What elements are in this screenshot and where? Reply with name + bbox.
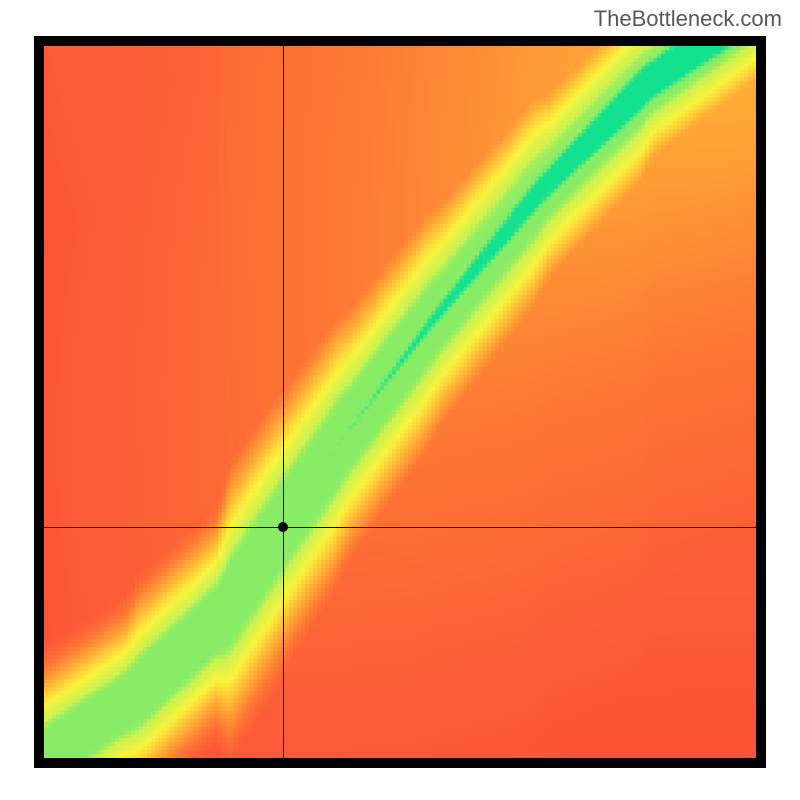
heatmap-canvas bbox=[44, 46, 756, 758]
crosshair-horizontal bbox=[44, 527, 756, 528]
watermark-text: TheBottleneck.com bbox=[594, 6, 782, 32]
plot-frame bbox=[34, 36, 766, 768]
heatmap-area bbox=[44, 46, 756, 758]
chart-container: TheBottleneck.com bbox=[0, 0, 800, 800]
data-point-marker bbox=[278, 522, 288, 532]
crosshair-vertical bbox=[283, 46, 284, 758]
